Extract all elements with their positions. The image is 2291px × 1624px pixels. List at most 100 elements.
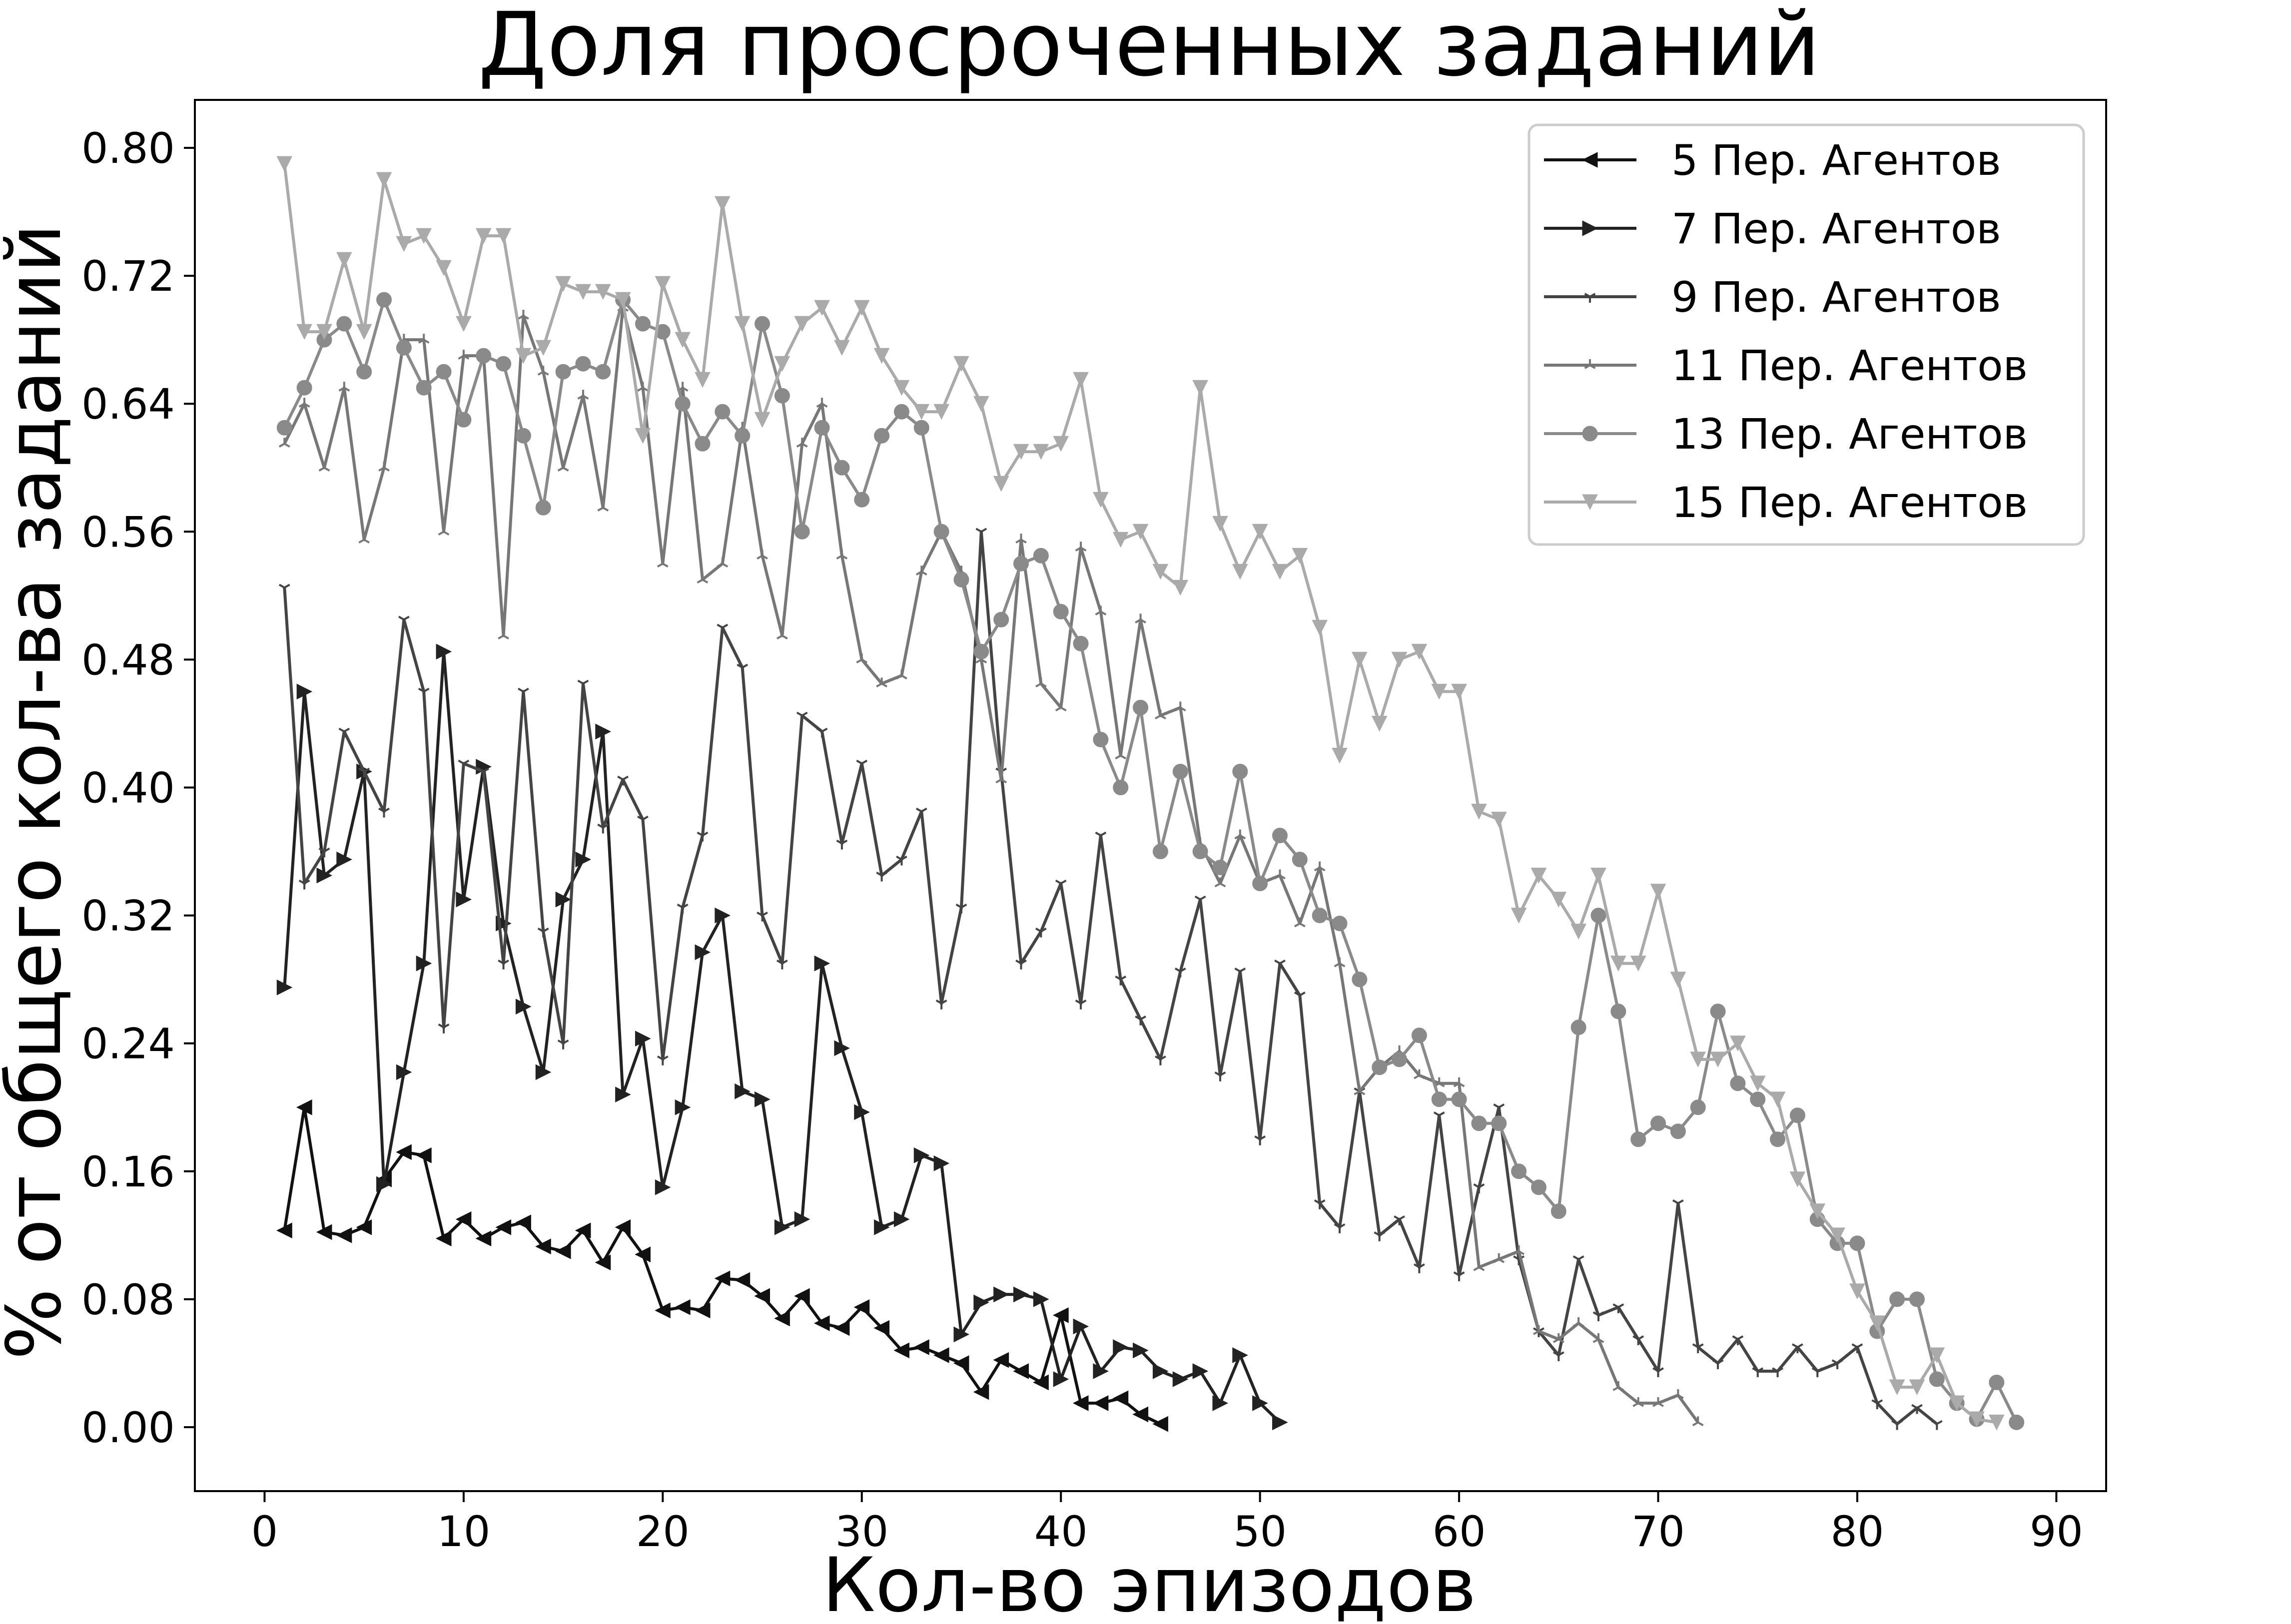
data-point: [518, 310, 529, 320]
data-point: [1493, 1103, 1505, 1113]
x-tick-label: 0: [251, 1507, 278, 1556]
data-point: [1692, 1416, 1704, 1427]
data-point: [1294, 991, 1306, 1002]
data-point: [356, 364, 372, 380]
data-point: [1570, 924, 1586, 940]
y-tick-label: 0.56: [81, 508, 175, 556]
data-point: [915, 565, 927, 576]
data-point: [734, 316, 751, 332]
data-point: [1849, 1235, 1865, 1251]
data-point: [1471, 804, 1487, 820]
data-point: [1511, 908, 1527, 924]
data-point: [1112, 532, 1129, 548]
data-point: [296, 683, 313, 700]
x-tick-label: 40: [1034, 1507, 1088, 1556]
legend-label: 13 Пер. Агентов: [1671, 410, 2028, 459]
data-point: [1473, 1261, 1485, 1271]
data-point: [1570, 1020, 1586, 1036]
data-point: [774, 388, 790, 404]
data-point: [1053, 603, 1069, 619]
data-point: [1530, 1179, 1546, 1195]
data-point: [555, 1243, 571, 1259]
data-point: [575, 284, 591, 300]
data-point: [1214, 1071, 1226, 1082]
data-point: [1152, 563, 1169, 580]
data-point: [893, 404, 909, 420]
data-point: [1033, 1291, 1049, 1307]
data-point: [1172, 579, 1189, 596]
data-point: [1212, 860, 1228, 876]
series-4: [278, 302, 1704, 1427]
data-point: [1212, 516, 1228, 532]
data-point: [478, 767, 490, 778]
data-point: [1152, 1416, 1168, 1432]
data-point: [1013, 444, 1029, 460]
data-point: [1931, 1420, 1943, 1430]
data-point: [1710, 1004, 1726, 1020]
data-point: [695, 944, 711, 961]
data-point: [436, 364, 452, 380]
data-point: [1650, 1115, 1666, 1131]
data-point: [874, 1219, 890, 1235]
legend-label: 9 Пер. Агентов: [1671, 273, 2001, 322]
data-point: [336, 1227, 352, 1243]
data-point: [1192, 1363, 1209, 1379]
data-point: [338, 727, 350, 738]
data-point: [535, 500, 551, 516]
data-point: [856, 653, 868, 664]
data-point: [1055, 701, 1067, 712]
data-point: [675, 1299, 691, 1315]
data-point: [993, 611, 1009, 627]
data-point: [1582, 220, 1598, 236]
data-point: [416, 955, 432, 972]
data-point: [1252, 524, 1268, 540]
legend-entry: 9 Пер. Агентов: [1544, 273, 2001, 322]
data-point: [1749, 1076, 1766, 1091]
data-point: [1135, 613, 1146, 624]
data-point: [1550, 892, 1567, 908]
data-point: [834, 460, 850, 476]
data-point: [953, 1326, 970, 1343]
data-point: [336, 252, 352, 268]
data-point: [338, 382, 350, 392]
data-point: [953, 1355, 969, 1371]
data-point: [1095, 831, 1107, 842]
data-point: [1513, 1245, 1525, 1255]
data-point: [1851, 1343, 1863, 1353]
data-point: [1392, 1052, 1408, 1068]
data-point: [1272, 563, 1288, 580]
data-point: [675, 1099, 691, 1115]
data-point: [715, 907, 731, 924]
data-point: [1630, 1131, 1646, 1147]
data-point: [1372, 1060, 1388, 1076]
data-point: [1889, 1291, 1905, 1307]
legend: 5 Пер. Агентов 7 Пер. Агентов 9 Пер. Агент…: [1527, 123, 2085, 546]
series-6: [276, 156, 2005, 1431]
data-point: [814, 300, 830, 316]
data-point: [515, 428, 531, 444]
data-point: [635, 428, 651, 444]
data-point: [1590, 908, 1606, 924]
data-point: [1789, 1171, 1806, 1187]
x-tick-label: 30: [835, 1507, 888, 1556]
data-point: [1053, 1371, 1069, 1387]
data-point: [416, 228, 432, 244]
data-point: [577, 390, 589, 400]
data-point: [418, 334, 430, 344]
data-point: [933, 1347, 949, 1363]
data-point: [1453, 1271, 1465, 1281]
data-point: [794, 316, 810, 332]
data-point: [1769, 1091, 1786, 1107]
chart-title: Доля просроченных заданий: [478, 0, 1820, 96]
data-point: [1135, 1015, 1146, 1026]
data-point: [675, 332, 691, 348]
data-point: [637, 815, 649, 826]
data-point: [1672, 1199, 1684, 1209]
data-point: [1584, 293, 1596, 303]
data-point: [1632, 1335, 1644, 1345]
data-point: [456, 891, 472, 908]
data-point: [816, 398, 828, 408]
data-point: [833, 1320, 850, 1336]
data-point: [737, 663, 749, 674]
data-point: [296, 324, 312, 340]
